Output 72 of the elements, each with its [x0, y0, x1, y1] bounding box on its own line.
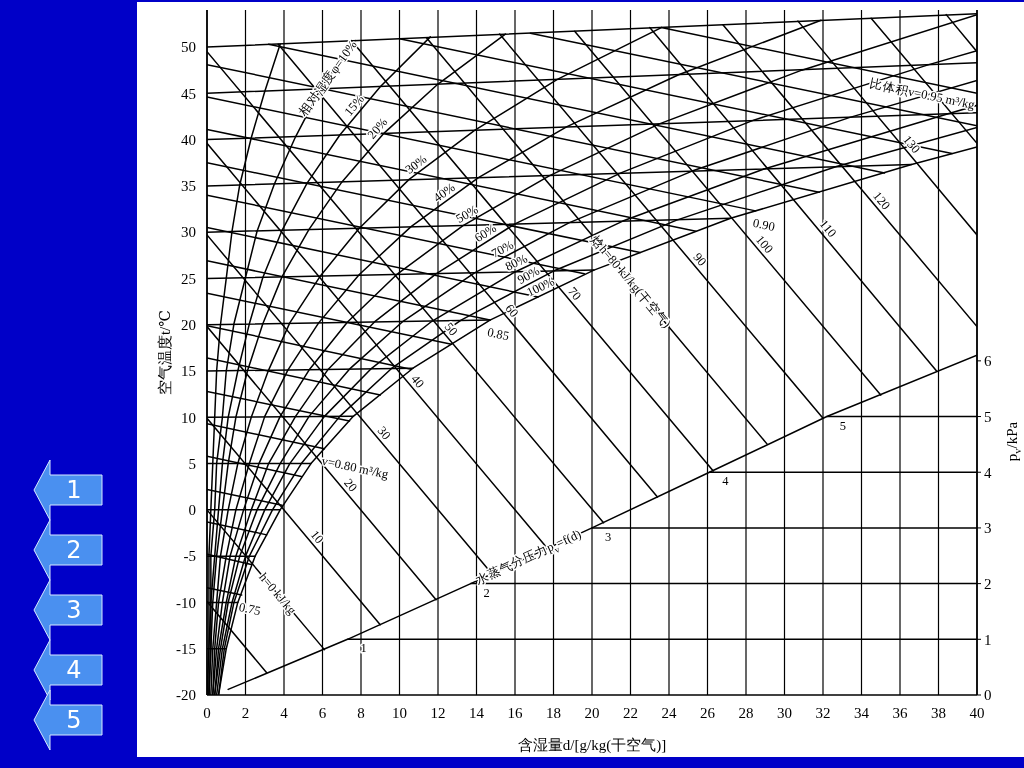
x-tick-label: 30	[777, 704, 792, 721]
left-arrow-button: 1	[33, 459, 103, 521]
y2-tick-label: 0	[984, 687, 992, 704]
y-tick-label: 45	[181, 85, 196, 102]
x-tick-label: 22	[623, 704, 638, 721]
x-tick-label: 20	[584, 704, 600, 721]
text: 110	[816, 217, 840, 241]
text: 0.75	[237, 599, 262, 619]
text: 40	[408, 372, 427, 391]
y-tick-label: 35	[181, 178, 196, 195]
y-tick-label: 20	[181, 317, 196, 334]
text: 130	[900, 132, 923, 156]
x-tick-label: 0	[203, 704, 211, 721]
left-arrow-button: 5	[33, 689, 103, 751]
x-tick-label: 8	[357, 704, 365, 721]
y2-tick-label: 5	[984, 408, 992, 425]
y-tick-label: -5	[183, 548, 196, 565]
y-tick-label: 40	[181, 131, 196, 148]
y2-tick-label: 2	[984, 575, 992, 592]
x-axis-title: 含湿量d/[g/kg(干空气)]	[517, 737, 667, 754]
y-tick-label: -10	[176, 594, 196, 611]
text: 90	[690, 250, 710, 269]
text: 60	[502, 301, 522, 320]
y-tick-label: 0	[188, 502, 196, 519]
text: 120	[870, 189, 893, 213]
y-tick-label: 50	[181, 39, 196, 56]
x-tick-label: 14	[469, 704, 485, 721]
y-tick-label: 10	[181, 409, 196, 426]
x-tick-label: 28	[738, 704, 754, 721]
y-axis-title: 空气温度t/℃	[157, 309, 173, 396]
text: 比体积v=0.95 m³/kg	[868, 76, 977, 113]
x-tick-label: 36	[892, 704, 908, 721]
text: 30%	[402, 151, 430, 177]
y-tick-label: 25	[181, 270, 196, 287]
series-label: 5	[839, 418, 846, 433]
y-tick-label: 15	[181, 363, 196, 380]
series-label: 1	[360, 641, 367, 656]
left-arrow-button: 3	[33, 579, 103, 641]
y-tick-label: -15	[176, 641, 196, 658]
x-tick-label: 12	[430, 704, 446, 721]
y2-tick-label: 1	[984, 631, 992, 648]
text: 30	[374, 423, 394, 443]
y2-tick-label: 4	[984, 464, 992, 481]
text: 20	[341, 476, 360, 495]
y2-tick-label: 3	[984, 520, 992, 537]
text: 70	[565, 284, 585, 303]
x-tick-label: 24	[661, 704, 677, 721]
series-label: 3	[604, 529, 612, 544]
text: 10	[307, 527, 327, 547]
x-tick-label: 10	[392, 704, 407, 721]
x-tick-label: 40	[969, 704, 985, 721]
x-tick-label: 34	[854, 704, 870, 721]
y-tick-label: -20	[176, 687, 196, 704]
left-arrow-button: 2	[33, 519, 103, 581]
x-tick-label: 4	[280, 704, 289, 721]
series-label: 2	[483, 585, 490, 600]
text: 0.85	[486, 325, 511, 344]
x-tick-label: 6	[318, 704, 327, 721]
x-tick-label: 32	[815, 704, 831, 721]
x-tick-label: 16	[507, 704, 523, 721]
text: 0.90	[751, 215, 777, 234]
text: 100	[753, 232, 776, 257]
y-tick-label: 30	[181, 224, 196, 241]
x-tick-label: 2	[241, 704, 250, 721]
y-tick-label: 5	[188, 455, 196, 472]
text: 40%	[430, 180, 458, 205]
x-tick-label: 38	[931, 704, 946, 721]
x-tick-label: 18	[546, 704, 561, 721]
x-tick-label: 26	[700, 704, 716, 721]
y2-tick-label: 6	[984, 353, 992, 370]
series-label: 4	[722, 474, 730, 489]
text: 50	[441, 319, 461, 339]
